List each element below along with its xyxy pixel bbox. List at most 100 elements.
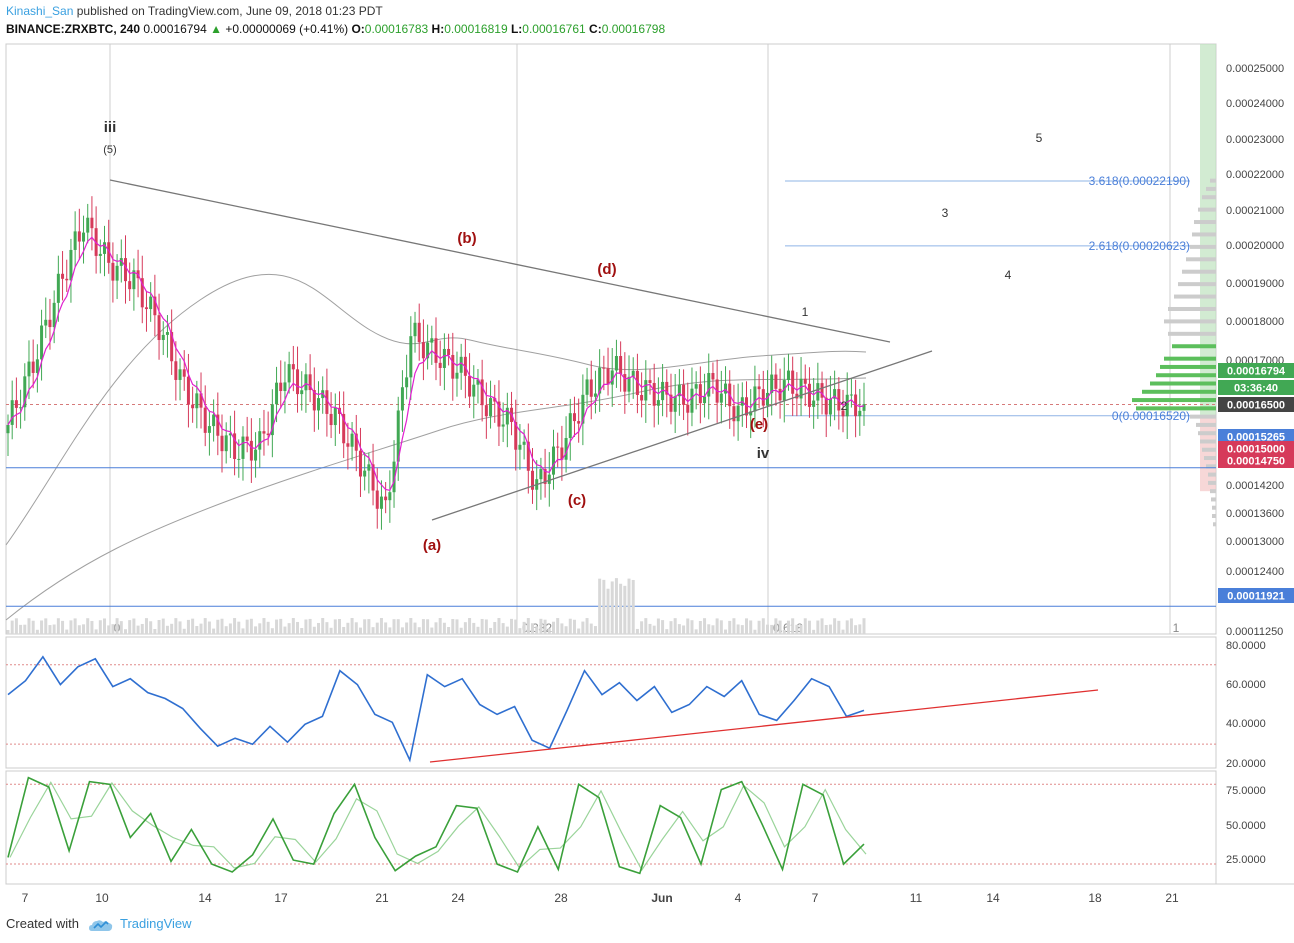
candle-body [686, 404, 690, 413]
price-tick-label: 0.00025000 [1226, 63, 1284, 75]
candle-body [820, 383, 824, 398]
volume-profile-bar [1172, 344, 1216, 349]
price-tick-label: 0.00018000 [1226, 316, 1284, 328]
volume-bar [833, 618, 837, 634]
candle-body [69, 249, 73, 281]
candle-body [736, 405, 740, 422]
candle-body [749, 411, 753, 416]
wave-label: 1 [802, 305, 809, 319]
ma-long-line [5, 273, 867, 546]
candle-body [698, 384, 702, 404]
candle-body [228, 433, 232, 436]
volume-profile-bar [1208, 472, 1216, 477]
candle-body [791, 370, 795, 394]
tradingview-link[interactable]: TradingView [120, 916, 192, 931]
volume-bar [52, 624, 56, 634]
stoch-k-line [7, 776, 865, 875]
volume-bar [111, 624, 115, 634]
volume-bar [413, 622, 417, 634]
candle-body [413, 322, 417, 337]
candle-body [98, 253, 102, 256]
volume-bar [212, 628, 216, 634]
candle-body [249, 440, 253, 461]
volume-bar [140, 623, 144, 634]
open-value: 0.00016783 [364, 22, 429, 36]
volume-profile-bar [1168, 306, 1216, 311]
price-tick-label: 0.00022000 [1226, 169, 1284, 181]
candle-body [27, 361, 31, 377]
volume-bar [430, 627, 434, 634]
candle-body [669, 394, 673, 412]
candle-body [279, 382, 283, 392]
volume-bar [711, 625, 715, 634]
created-with-text: Created with [6, 916, 79, 931]
candle-body [14, 400, 18, 408]
volume-bar [535, 626, 539, 634]
candle-body [350, 433, 354, 447]
volume-profile-bar [1196, 422, 1216, 427]
volume-bar [489, 627, 493, 634]
author-link[interactable]: Kinashi_San [6, 4, 74, 18]
candle-body [392, 461, 396, 493]
volume-bar [849, 618, 853, 634]
volume-bar [254, 626, 258, 634]
candle-body [774, 374, 778, 389]
volume-bar [107, 625, 111, 634]
volume-bar [216, 619, 220, 634]
candle-body [325, 390, 329, 414]
volume-bar [329, 627, 333, 634]
volume-profile-bar [1210, 489, 1216, 494]
volume-bar [103, 618, 107, 634]
volume-bar [136, 625, 140, 634]
candle-body [619, 356, 623, 375]
candle-body [761, 389, 765, 406]
volume-bar [23, 624, 27, 634]
volume-bar [770, 624, 774, 634]
volume-bar [526, 618, 530, 634]
candle-body [266, 433, 270, 436]
volume-bar [816, 620, 820, 634]
wave-label: iv [757, 445, 770, 462]
price-tick-label: 0.00019000 [1226, 278, 1284, 290]
candle-body [442, 348, 446, 368]
candle-body [543, 469, 547, 484]
volume-profile-bar [1212, 505, 1216, 510]
candle-body [631, 370, 635, 377]
candle-body [245, 436, 249, 441]
volume-bar [631, 579, 635, 634]
candle-body [421, 342, 425, 359]
volume-profile-bar [1156, 373, 1216, 378]
candle-body [400, 387, 404, 411]
volume-profile-bar [1174, 294, 1216, 299]
candle-body [170, 332, 174, 362]
time-tick-label: Jun [651, 891, 672, 905]
volume-bar [86, 618, 90, 634]
candle-body [44, 319, 48, 326]
wave-label: 5 [1036, 131, 1043, 145]
time-tick-label: 28 [554, 891, 568, 905]
volume-bar [782, 629, 786, 634]
candle-body [342, 413, 346, 444]
wave-label: (d) [597, 261, 616, 278]
candle-body [652, 382, 656, 406]
volume-bar [346, 622, 350, 634]
volume-bar [367, 619, 371, 634]
candle-body [497, 401, 501, 427]
price-badge-label: 0.00015000 [1227, 444, 1285, 456]
candle-body [526, 441, 530, 471]
volume-bar [719, 620, 723, 634]
volume-bar [468, 618, 472, 634]
volume-bar [119, 621, 123, 634]
volume-bar [44, 618, 48, 634]
price-badge-label: 03:36:40 [1234, 383, 1278, 395]
volume-bar [694, 629, 698, 634]
volume-bar [577, 628, 581, 634]
candle-body [824, 397, 828, 415]
candle-body [161, 334, 165, 341]
volume-bar [707, 624, 711, 634]
candle-body [711, 373, 715, 380]
candle-body [375, 490, 379, 509]
candle-body [90, 217, 94, 229]
candle-body [484, 405, 488, 417]
